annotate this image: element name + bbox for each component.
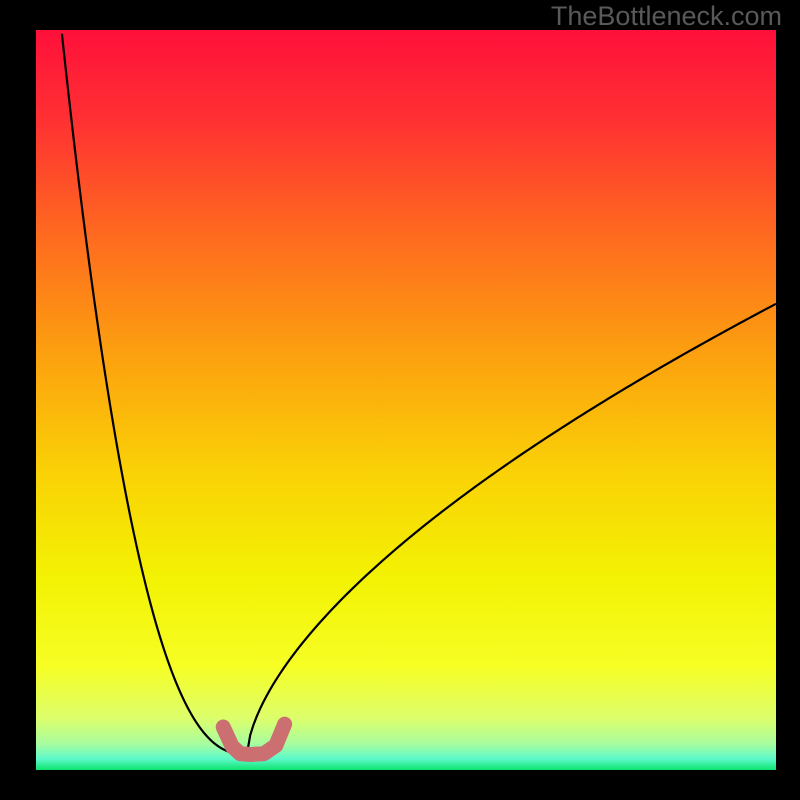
watermark-text: TheBottleneck.com <box>551 1 782 32</box>
gradient-background <box>36 30 776 770</box>
bottleneck-curve-chart <box>36 30 776 770</box>
chart-container: TheBottleneck.com <box>0 0 800 800</box>
